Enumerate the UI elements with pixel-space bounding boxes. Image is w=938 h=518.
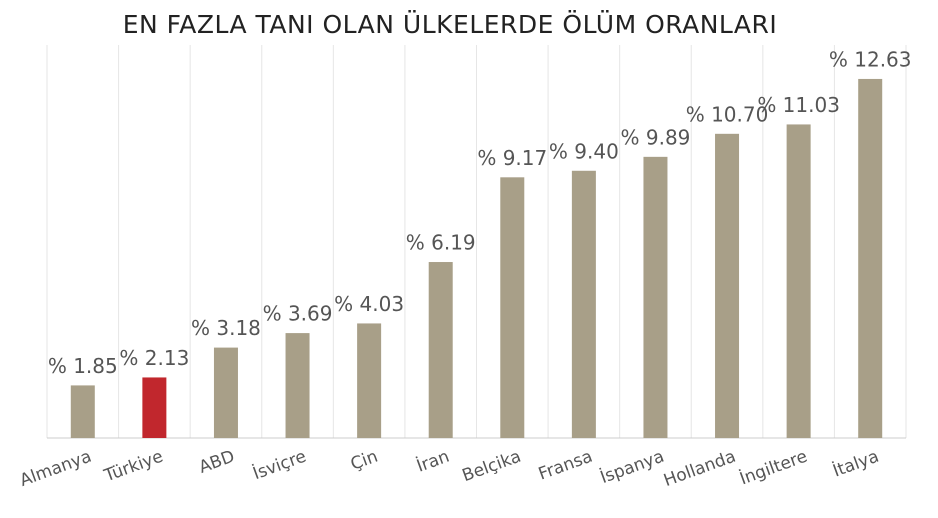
value-label: % 3.69 <box>263 302 333 326</box>
x-tick-label: İtalya <box>830 446 882 482</box>
bar <box>715 133 740 439</box>
x-tick-label: Almanya <box>17 447 94 491</box>
value-label: % 1.85 <box>48 354 118 378</box>
x-tick-label: Hollanda <box>661 447 738 491</box>
x-tick-label: ABD <box>196 447 237 478</box>
value-label: % 9.17 <box>477 146 547 170</box>
value-label: % 4.03 <box>334 292 404 316</box>
value-label: % 12.63 <box>829 47 912 71</box>
value-label: % 9.40 <box>549 139 619 163</box>
x-tick-label: Belçika <box>460 447 524 487</box>
bar <box>643 156 668 438</box>
value-label: % 10.70 <box>686 102 769 126</box>
value-label: % 2.13 <box>119 346 189 370</box>
x-tick-label: Fransa <box>536 447 595 485</box>
x-tick-label: İsviçre <box>250 446 309 485</box>
chart-title: EN FAZLA TANI OLAN ÜLKELERDE ÖLÜM ORANLA… <box>123 10 778 39</box>
bar <box>571 170 596 438</box>
value-label: % 3.18 <box>191 316 261 340</box>
value-label: % 9.89 <box>621 125 691 149</box>
bar <box>285 333 310 438</box>
bar <box>213 347 238 438</box>
bar <box>70 385 95 438</box>
bar <box>357 323 382 438</box>
x-tick-label: İngiltere <box>737 446 810 490</box>
x-tick-label: Türkiye <box>101 447 166 487</box>
value-label: % 6.19 <box>406 231 476 255</box>
bar <box>428 262 453 438</box>
x-tick-label: Çin <box>348 447 381 475</box>
x-tick-label: İran <box>414 446 452 477</box>
bar <box>858 78 883 438</box>
value-label: % 11.03 <box>757 93 840 117</box>
bar <box>786 124 811 438</box>
bar <box>500 177 525 438</box>
bar <box>142 377 167 438</box>
x-tick-label: İspanya <box>597 446 667 488</box>
